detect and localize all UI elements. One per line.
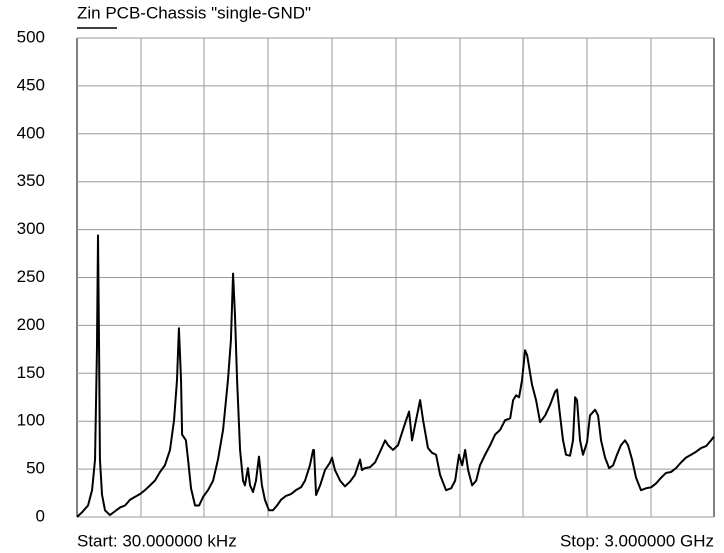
y-tick-label: 0 (36, 506, 45, 525)
trace (76, 234, 715, 518)
y-tick-label: 150 (17, 363, 45, 382)
y-tick-label: 300 (17, 219, 45, 238)
y-tick-label: 50 (26, 459, 45, 478)
y-tick-label: 400 (17, 123, 45, 142)
legend-label: Zin PCB-Chassis "single-GND" (77, 3, 311, 22)
y-tick-label: 200 (17, 315, 45, 334)
stop-label: Stop: 3.000000 GHz (560, 531, 714, 550)
y-tick-label: 450 (17, 75, 45, 94)
y-tick-label: 250 (17, 267, 45, 286)
y-tick-label: 500 (17, 27, 45, 46)
y-tick-label: 100 (17, 411, 45, 430)
y-tick-label: 350 (17, 171, 45, 190)
start-label: Start: 30.000000 kHz (77, 531, 237, 550)
